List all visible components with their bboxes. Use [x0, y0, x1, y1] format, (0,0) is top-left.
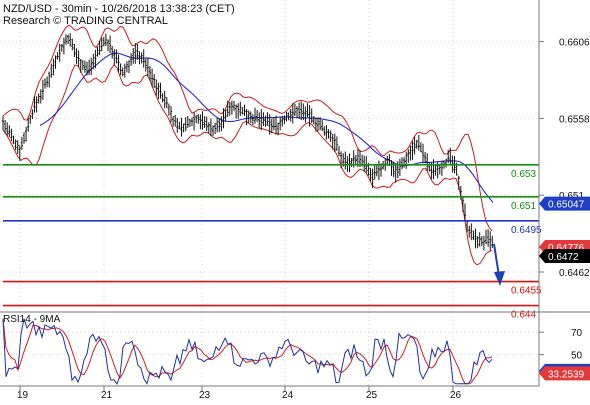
level-label: 0.6455 — [511, 286, 542, 297]
level-label: 0.6495 — [511, 225, 542, 236]
level-label: 0.651 — [511, 201, 536, 212]
time-tick-label: 19 — [17, 390, 29, 400]
time-axis-ticks: 19 21 23 24 25 26 — [17, 386, 462, 401]
level-label: 0.653 — [511, 169, 536, 180]
rsi-ma-tag-box — [539, 366, 590, 381]
support-resistance-levels: 0.653 0.651 0.6495 0.6455 0.644 — [3, 164, 542, 321]
price-tag-bollinger-label: 0.64776 — [548, 243, 585, 254]
price-bars — [1, 33, 494, 251]
last-price-tag-box — [539, 249, 590, 263]
rsi-ma-tag-label: 33.2539 — [548, 369, 585, 380]
time-tick-label: 25 — [366, 390, 378, 400]
moving-average-line — [39, 52, 494, 203]
rsi-line — [2, 318, 493, 385]
price-panel — [0, 0, 539, 312]
rsi-lines — [2, 318, 493, 385]
price-tick-label: 0.6606 — [559, 38, 590, 49]
rsi-ma-line — [2, 318, 493, 385]
chart-title: NZD/USD - 30min - 10/26/2018 13:38:23 (C… — [3, 3, 235, 15]
price-tag-ma-label: 0.65047 — [548, 200, 585, 211]
rsi-title: RSI14 - 9MA — [3, 314, 61, 325]
forecast-arrow — [493, 243, 505, 286]
price-tick-label: 0.6462 — [559, 268, 590, 279]
rsi-axis-ticks: 70 50 — [539, 328, 583, 362]
chart-subtitle: Research © TRADING CENTRAL — [3, 15, 168, 27]
level-label: 0.644 — [511, 310, 536, 321]
last-price-tag-label: 0.6472 — [548, 252, 579, 263]
time-tick-label: 26 — [450, 390, 462, 400]
time-tick-label: 21 — [101, 390, 113, 400]
forecast-arrow-shaft — [493, 243, 500, 277]
forecast-arrow-head — [494, 271, 505, 286]
bollinger-lower — [2, 64, 493, 266]
bollinger-bands — [2, 24, 493, 266]
price-tag-ma-box — [539, 196, 590, 211]
rsi-tick-label: 50 — [571, 351, 583, 362]
time-tick-label: 24 — [282, 390, 294, 400]
price-tick-label: 0.6558 — [559, 114, 590, 125]
rsi-tick-label: 70 — [571, 328, 583, 339]
time-tick-label: 23 — [199, 390, 211, 400]
bollinger-upper — [2, 24, 493, 232]
price-grid — [0, 0, 539, 312]
moving-average — [39, 52, 494, 203]
